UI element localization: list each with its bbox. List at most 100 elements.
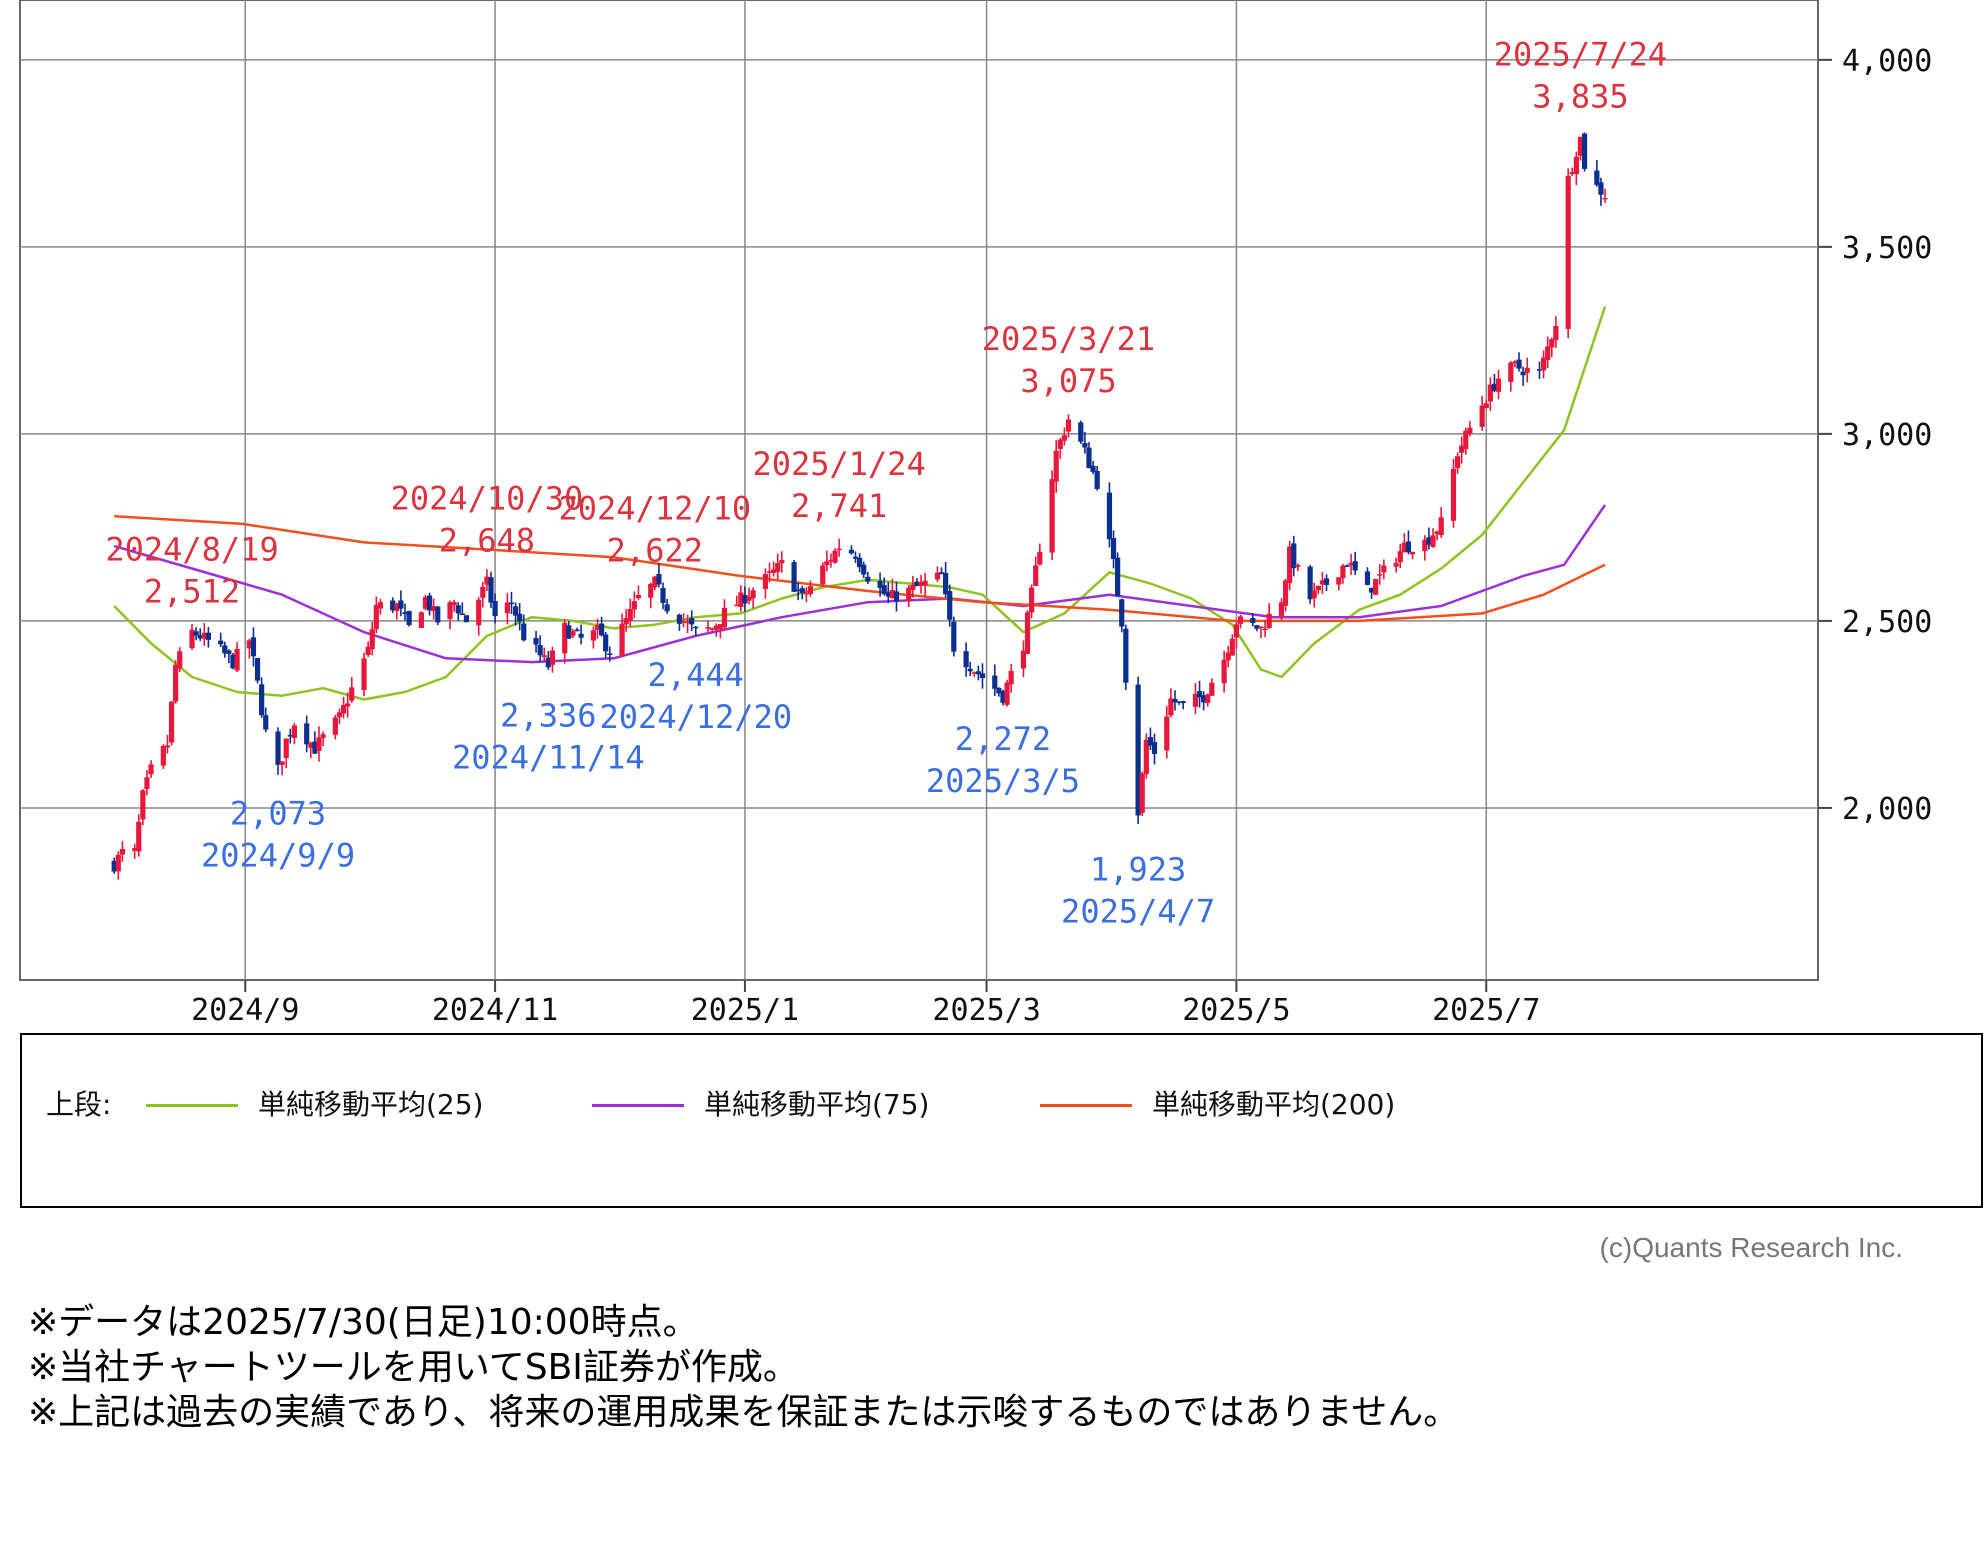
candlestick: [504, 593, 510, 625]
candle-body: [1168, 698, 1174, 716]
candlestick: [578, 624, 584, 645]
candle-body: [742, 594, 748, 604]
candlestick: [1426, 527, 1432, 550]
candle-body: [750, 590, 756, 599]
candle-body: [771, 569, 777, 573]
candlestick: [1237, 614, 1244, 629]
x-tick-label: 2025/1: [691, 993, 799, 1028]
candlestick: [566, 621, 572, 639]
x-tick-label: 2025/5: [1182, 993, 1290, 1028]
low-annotation: 1,923 2025/4/7: [1061, 851, 1215, 931]
candlestick: [545, 650, 551, 670]
candle-body: [1278, 602, 1285, 617]
candle-body: [992, 675, 998, 689]
candle-body: [1295, 564, 1301, 567]
candlestick: [1516, 352, 1522, 372]
x-tick-label: 2025/3: [932, 993, 1040, 1028]
candle-body: [1078, 422, 1084, 442]
candle-body: [938, 572, 945, 575]
candle-body: [1254, 625, 1260, 629]
candle-body: [1512, 361, 1518, 363]
candlestick: [254, 657, 261, 684]
candlestick: [1565, 168, 1571, 338]
candle-body: [1536, 369, 1543, 371]
candle-body: [934, 572, 941, 580]
candle-body: [1291, 543, 1297, 569]
candle-body: [848, 549, 855, 554]
candlestick: [1147, 727, 1154, 751]
candlestick: [1598, 177, 1604, 206]
candlestick: [1483, 400, 1489, 409]
candlestick: [1434, 530, 1440, 541]
candlestick: [431, 598, 437, 620]
candle-body: [799, 588, 805, 594]
high-annotation: 2025/7/24 3,835: [1494, 36, 1667, 116]
candle-body: [566, 625, 572, 639]
candlestick: [975, 665, 981, 681]
candlestick: [533, 630, 539, 653]
candle-body: [1196, 691, 1203, 698]
candlestick: [619, 613, 625, 658]
candlestick: [1225, 646, 1231, 668]
candle-body: [746, 596, 752, 601]
candle-body: [136, 821, 142, 852]
candlestick: [230, 652, 236, 670]
candle-body: [971, 672, 977, 674]
candle-body: [1151, 741, 1158, 754]
annotation-value: 2,272: [955, 720, 1051, 758]
y-tick-label: 3,500: [1842, 231, 1932, 266]
candle-body: [1123, 628, 1129, 683]
candle-body: [766, 571, 773, 573]
candle-body: [1008, 670, 1014, 685]
candlestick: [1479, 396, 1485, 431]
candle-body: [877, 581, 883, 588]
candlestick: [1393, 557, 1399, 573]
candle-body: [1553, 325, 1559, 341]
candle-body: [1405, 541, 1412, 553]
candle-body: [1094, 470, 1100, 489]
candle-body: [689, 618, 695, 625]
candlestick: [201, 623, 207, 646]
candlestick: [1409, 551, 1416, 560]
candle-body: [1061, 435, 1067, 441]
candle-body: [492, 600, 498, 617]
candle-body: [349, 687, 355, 701]
candle-body: [549, 650, 556, 665]
candlestick: [795, 582, 801, 601]
candle-body: [775, 563, 781, 572]
candlestick: [1086, 442, 1092, 469]
high-annotation: 2024/8/19 2,512: [105, 530, 278, 610]
candlestick: [406, 610, 412, 627]
candle-body: [1577, 136, 1584, 156]
candlestick: [168, 700, 175, 746]
candle-body: [369, 629, 375, 650]
candlestick: [914, 578, 920, 587]
legend-heading: 上段:: [46, 1088, 112, 1121]
candle-body: [205, 632, 212, 640]
candle-body: [1364, 571, 1371, 585]
candlestick: [312, 731, 318, 755]
candle-body: [402, 612, 408, 615]
candlestick: [992, 664, 998, 697]
candle-body: [1106, 492, 1113, 540]
candle-body: [967, 668, 973, 672]
candle-body: [394, 603, 400, 611]
legend-label-ma25: 単純移動平均(25): [258, 1088, 484, 1121]
candlestick: [766, 562, 773, 583]
candlestick: [1491, 374, 1498, 393]
x-tick-label: 2024/11: [432, 993, 558, 1028]
candlestick: [1250, 613, 1256, 627]
candle-body: [1315, 585, 1321, 591]
candlestick: [1405, 530, 1412, 555]
annotation-value: 2,336: [500, 696, 596, 734]
footnote-source: ※当社チャートツールを用いてSBI証券が作成。: [28, 1347, 799, 1388]
candle-body: [1397, 551, 1403, 563]
candle-body: [1221, 659, 1227, 684]
y-axis: 2,000 2,500 3,000 3,500 4,000: [1818, 44, 1932, 827]
candle-body: [1237, 616, 1244, 624]
candle-body: [168, 701, 175, 743]
candlestick: [1221, 650, 1227, 693]
candlestick: [369, 621, 375, 656]
candle-body: [570, 631, 576, 636]
candle-body: [476, 599, 482, 626]
